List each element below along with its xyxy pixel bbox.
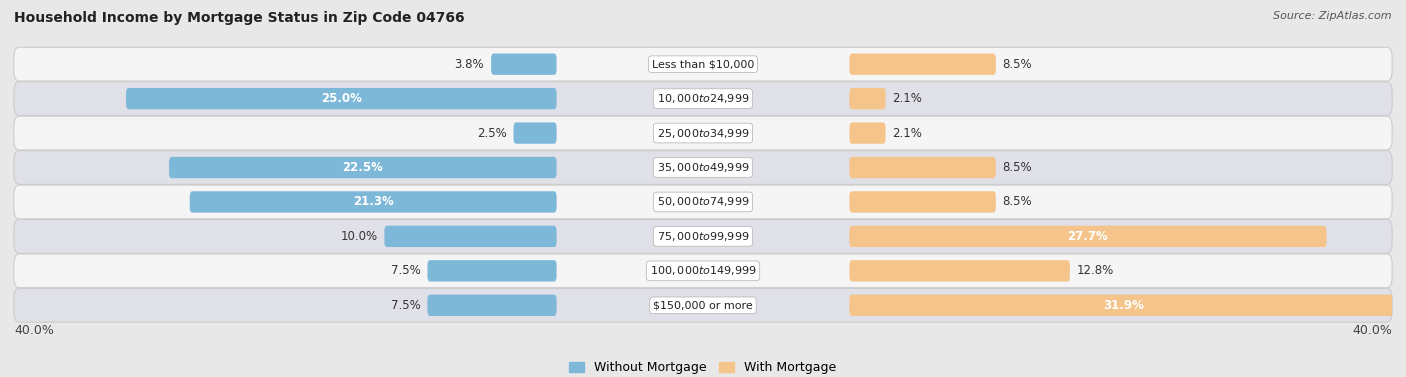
FancyBboxPatch shape: [849, 88, 886, 109]
FancyBboxPatch shape: [427, 260, 557, 282]
Text: 10.0%: 10.0%: [340, 230, 377, 243]
Text: 40.0%: 40.0%: [14, 324, 53, 337]
Text: 40.0%: 40.0%: [1353, 324, 1392, 337]
FancyBboxPatch shape: [491, 54, 557, 75]
Text: $100,000 to $149,999: $100,000 to $149,999: [650, 264, 756, 277]
FancyBboxPatch shape: [427, 294, 557, 316]
FancyBboxPatch shape: [849, 54, 995, 75]
FancyBboxPatch shape: [14, 254, 1392, 288]
Text: $50,000 to $74,999: $50,000 to $74,999: [657, 195, 749, 208]
Text: 7.5%: 7.5%: [391, 299, 420, 312]
FancyBboxPatch shape: [14, 185, 1392, 219]
FancyBboxPatch shape: [14, 116, 1392, 150]
Text: 2.1%: 2.1%: [893, 92, 922, 105]
Text: $75,000 to $99,999: $75,000 to $99,999: [657, 230, 749, 243]
Text: $35,000 to $49,999: $35,000 to $49,999: [657, 161, 749, 174]
Text: 27.7%: 27.7%: [1067, 230, 1108, 243]
Text: 31.9%: 31.9%: [1104, 299, 1144, 312]
FancyBboxPatch shape: [14, 47, 1392, 81]
FancyBboxPatch shape: [14, 219, 1392, 253]
FancyBboxPatch shape: [849, 123, 886, 144]
FancyBboxPatch shape: [849, 260, 1070, 282]
Text: 8.5%: 8.5%: [1002, 161, 1032, 174]
Legend: Without Mortgage, With Mortgage: Without Mortgage, With Mortgage: [564, 356, 842, 377]
Text: 12.8%: 12.8%: [1077, 264, 1114, 277]
Text: $10,000 to $24,999: $10,000 to $24,999: [657, 92, 749, 105]
Text: Household Income by Mortgage Status in Zip Code 04766: Household Income by Mortgage Status in Z…: [14, 11, 465, 25]
Text: 22.5%: 22.5%: [343, 161, 384, 174]
FancyBboxPatch shape: [849, 191, 995, 213]
FancyBboxPatch shape: [849, 226, 1326, 247]
FancyBboxPatch shape: [190, 191, 557, 213]
FancyBboxPatch shape: [384, 226, 557, 247]
Text: 3.8%: 3.8%: [454, 58, 484, 70]
FancyBboxPatch shape: [169, 157, 557, 178]
FancyBboxPatch shape: [849, 294, 1399, 316]
FancyBboxPatch shape: [127, 88, 557, 109]
Text: 2.1%: 2.1%: [893, 127, 922, 139]
FancyBboxPatch shape: [14, 151, 1392, 184]
Text: 25.0%: 25.0%: [321, 92, 361, 105]
Text: $150,000 or more: $150,000 or more: [654, 300, 752, 310]
Text: 21.3%: 21.3%: [353, 195, 394, 208]
Text: Source: ZipAtlas.com: Source: ZipAtlas.com: [1274, 11, 1392, 21]
FancyBboxPatch shape: [14, 288, 1392, 322]
FancyBboxPatch shape: [849, 157, 995, 178]
Text: 8.5%: 8.5%: [1002, 58, 1032, 70]
Text: $25,000 to $34,999: $25,000 to $34,999: [657, 127, 749, 139]
Text: 2.5%: 2.5%: [477, 127, 506, 139]
Text: Less than $10,000: Less than $10,000: [652, 59, 754, 69]
Text: 8.5%: 8.5%: [1002, 195, 1032, 208]
Text: 7.5%: 7.5%: [391, 264, 420, 277]
FancyBboxPatch shape: [14, 82, 1392, 115]
FancyBboxPatch shape: [513, 123, 557, 144]
